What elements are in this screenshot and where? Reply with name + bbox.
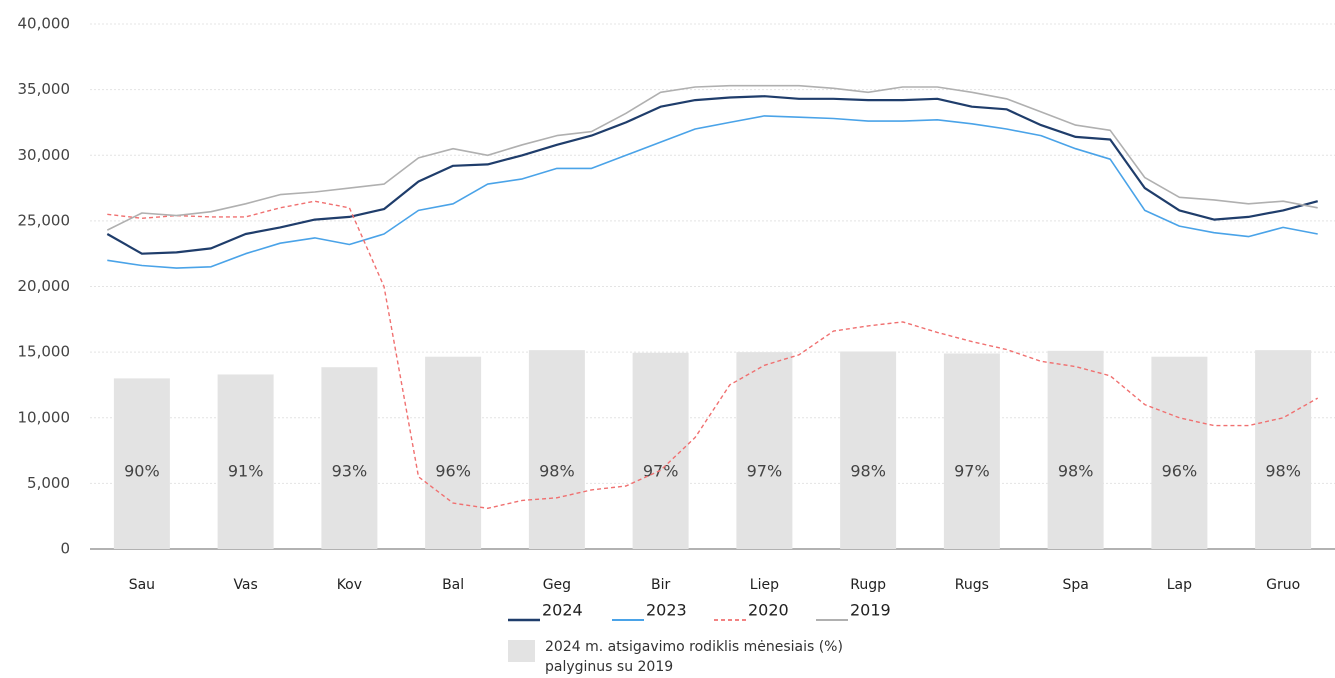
legend-label: 2024 m. atsigavimo rodiklis mėnesiais (%… <box>545 639 843 675</box>
bar-label: 98% <box>1265 462 1301 481</box>
bar-label: 96% <box>1162 462 1198 481</box>
x-tick-label: Rugs <box>955 577 989 593</box>
bar <box>1255 350 1312 549</box>
x-tick-label: Bir <box>651 577 670 593</box>
legend-label: 2024 <box>542 601 583 620</box>
x-tick-label: Gruo <box>1266 577 1300 593</box>
bar-label: 93% <box>332 462 368 481</box>
bar <box>736 352 793 549</box>
bar-label: 90% <box>124 462 160 481</box>
bar-label: 98% <box>1058 462 1094 481</box>
bar <box>1047 350 1104 549</box>
y-tick-label: 15,000 <box>18 343 71 361</box>
y-tick-label: 5,000 <box>27 474 70 492</box>
bar <box>632 352 689 549</box>
y-tick-label: 25,000 <box>18 211 71 229</box>
bar <box>840 351 897 549</box>
x-tick-label: Geg <box>543 577 571 593</box>
bar-label: 98% <box>539 462 575 481</box>
legend-label: 2020 <box>748 601 789 620</box>
y-tick-label: 35,000 <box>18 80 71 98</box>
x-tick-label: Lap <box>1167 577 1192 593</box>
legend-label: 2023 <box>646 601 687 620</box>
y-tick-label: 30,000 <box>18 146 71 164</box>
bar <box>113 378 170 549</box>
line <box>106 84 1318 231</box>
y-tick-label: 10,000 <box>18 408 71 426</box>
bar <box>217 374 274 549</box>
x-tick-label: Kov <box>337 577 362 593</box>
bar <box>321 367 378 549</box>
bar-label: 97% <box>747 462 783 481</box>
y-tick-label: 20,000 <box>18 277 71 295</box>
bar <box>528 350 585 549</box>
bar <box>1151 356 1208 549</box>
bar <box>425 356 482 549</box>
x-tick-label: Spa <box>1062 577 1088 593</box>
legend-label: 2019 <box>850 601 891 620</box>
bar-label: 91% <box>228 462 264 481</box>
line <box>107 115 1318 269</box>
x-tick-label: Bal <box>442 577 464 593</box>
y-tick-label: 0 <box>60 540 70 558</box>
bar <box>943 353 1000 549</box>
bar-label: 97% <box>954 462 990 481</box>
line <box>107 200 1319 509</box>
x-tick-label: Sau <box>129 577 155 593</box>
bar-label: 98% <box>850 462 886 481</box>
legend-swatch <box>508 640 535 662</box>
y-tick-label: 40,000 <box>18 15 71 33</box>
x-tick-label: Vas <box>233 577 257 593</box>
x-tick-label: Liep <box>750 577 779 593</box>
x-tick-label: Rugp <box>850 577 886 593</box>
bar-label: 96% <box>435 462 471 481</box>
line <box>106 95 1318 255</box>
